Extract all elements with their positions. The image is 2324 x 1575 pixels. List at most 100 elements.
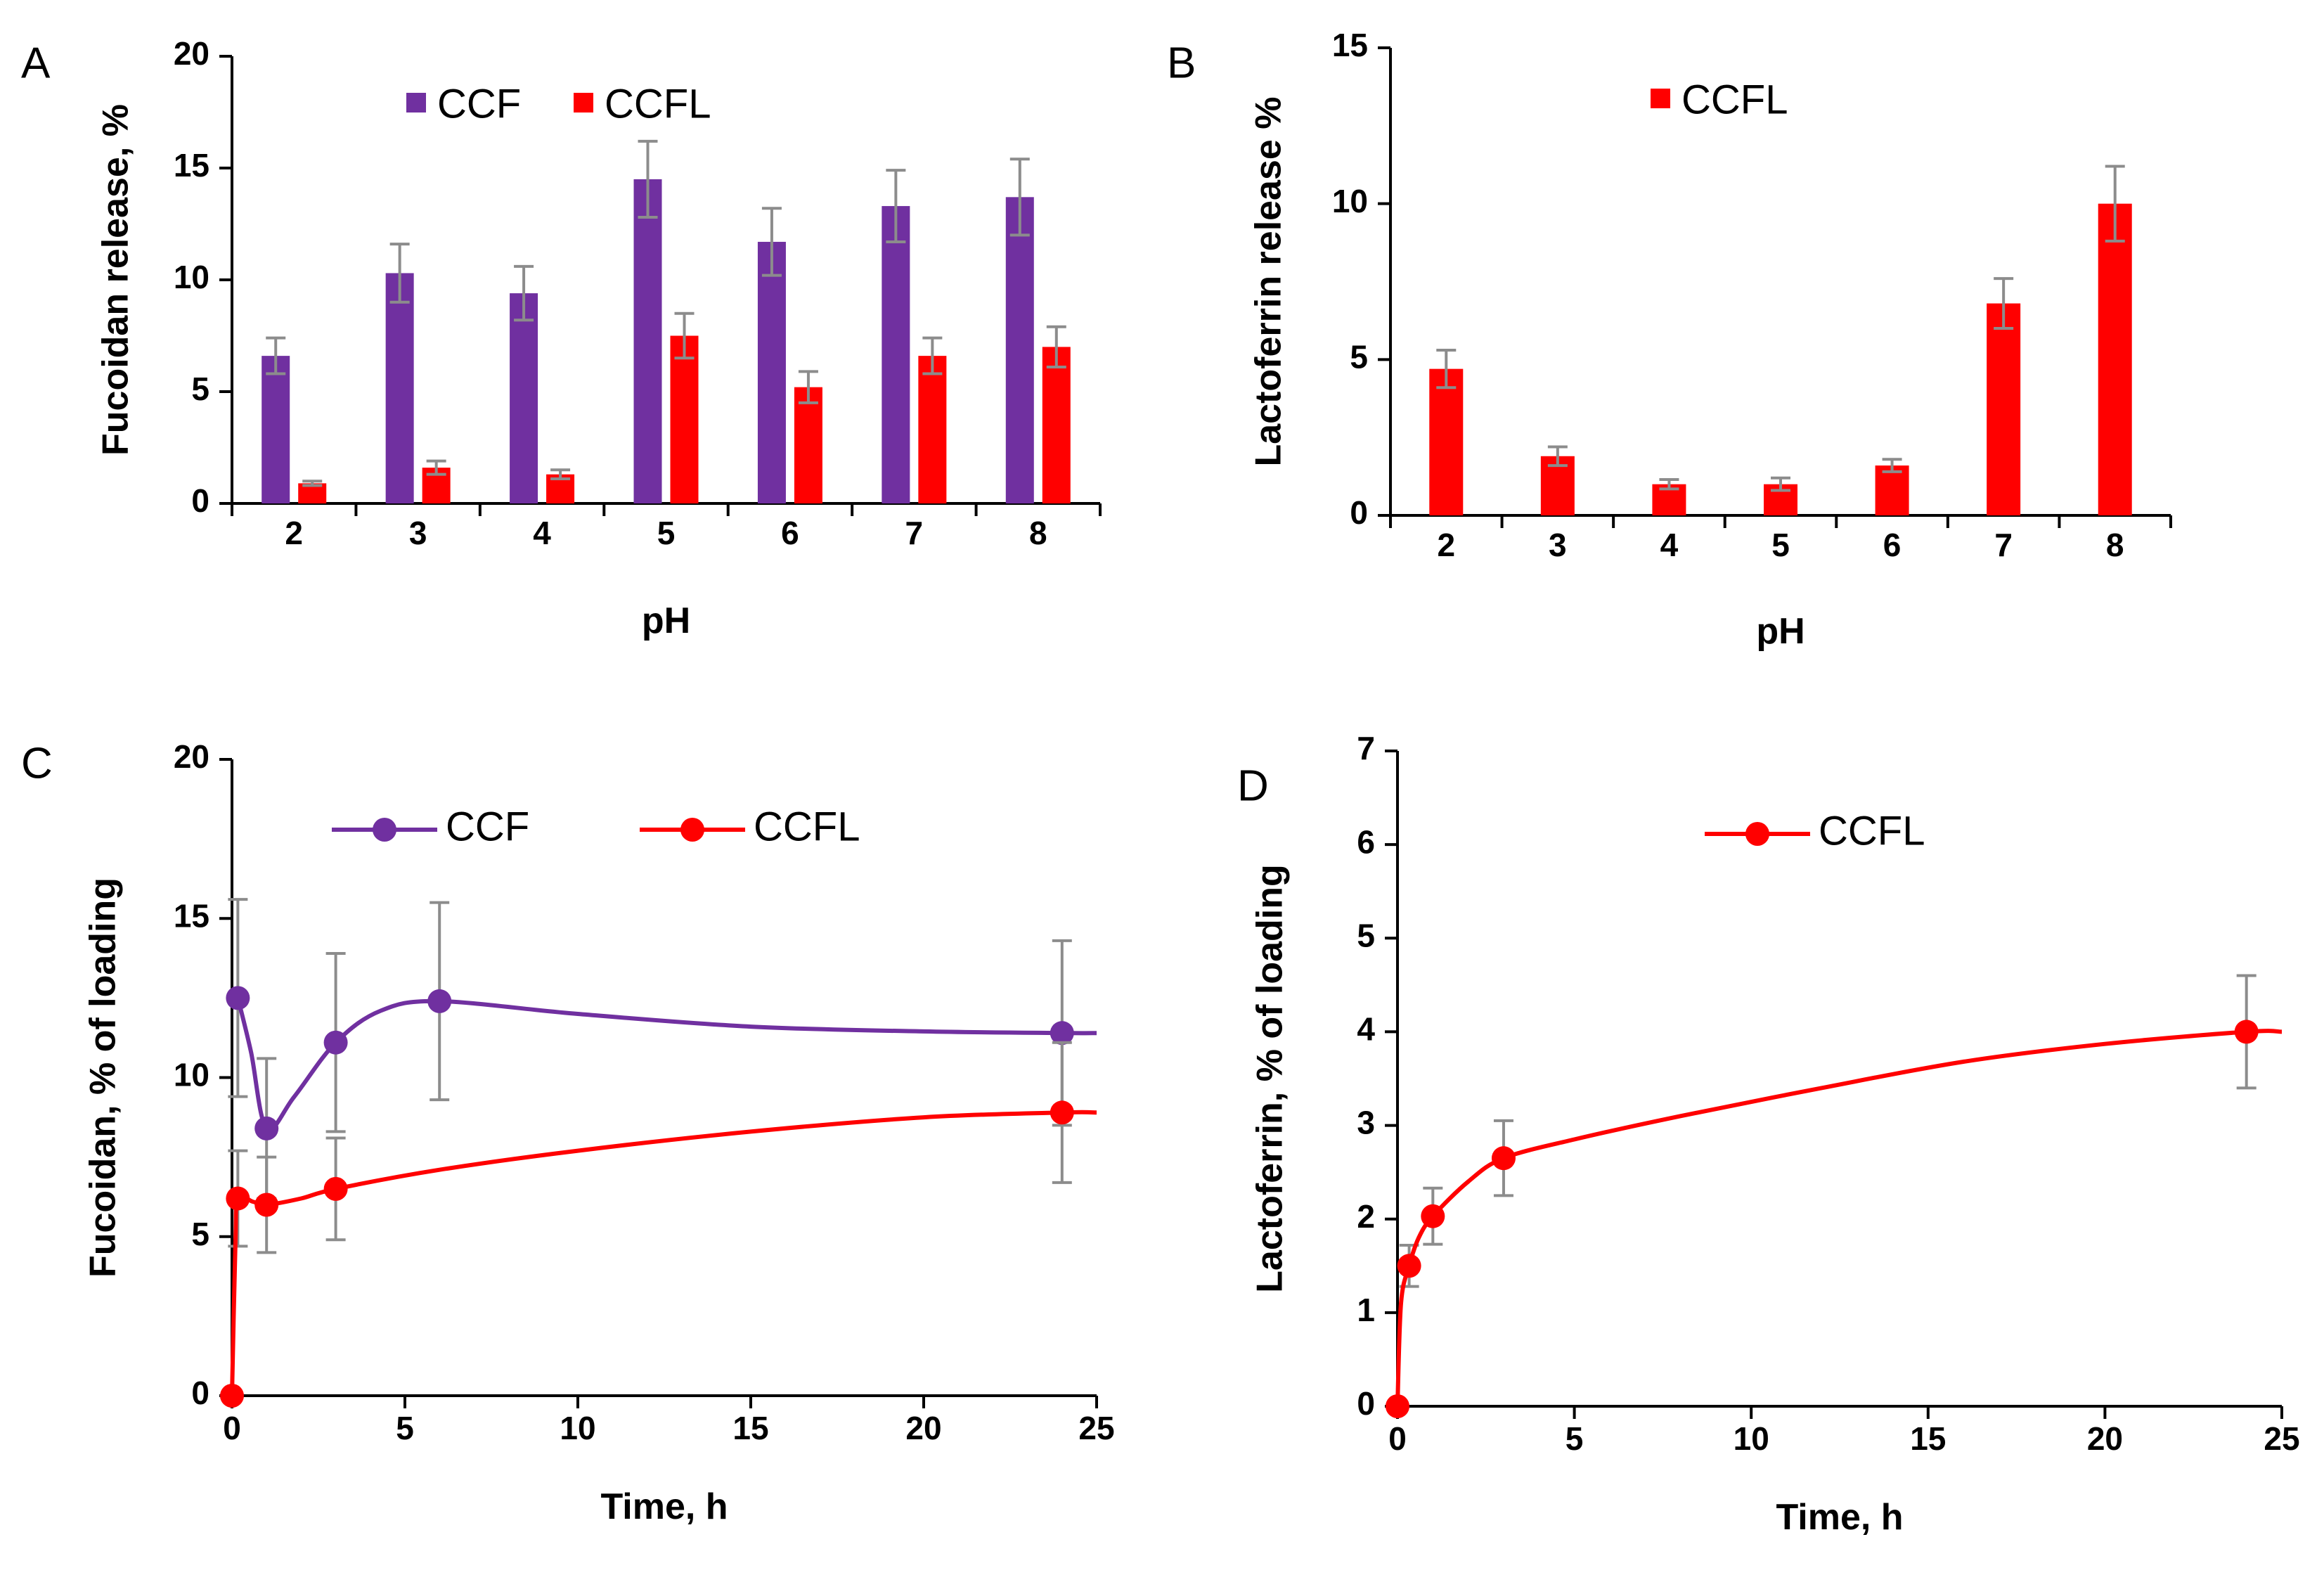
bar-a-ccf-ph5 [633,179,662,503]
y-tick-label-b: 0 [1350,494,1368,531]
panel-label-d: D [1237,761,1269,810]
error-bar-a-ccfl [674,311,695,360]
y-tick-label-b: 10 [1332,183,1368,219]
x-tick-label-b: 3 [1549,527,1567,563]
bar-b-ccfl-ph7 [1987,303,2021,515]
bar-a-ccf-ph7 [882,206,910,503]
data-point-d-ccfl [1386,1394,1409,1418]
bar-b-ccfl-ph6 [1875,465,1909,515]
x-tick-label-d: 5 [1566,1420,1584,1457]
y-axis-title-c: Fucoidan, % of loading [83,878,124,1278]
error-bar-a-ccfl [798,370,818,404]
legend-label-d-ccfl: CCFL [1819,808,1925,854]
bar-b-ccfl-ph2 [1429,368,1464,515]
y-tick-label-d: 7 [1357,730,1375,766]
x-tick-label-a: 3 [409,515,427,551]
panel-b: B 0 5 10 15 Lactoferrin release % pH 2 3 4 5 6 7 8 CCF… [1167,27,2172,652]
y-tick-label-c: 15 [174,897,209,934]
data-point-c-ccf [323,1030,348,1055]
x-tick-label-c: 10 [560,1410,595,1446]
panel-label-a: A [21,39,51,87]
bar-a-ccf-ph8 [1005,197,1034,503]
error-bar-a-ccfl [1046,325,1066,369]
x-axis-title-d: Time, h [1776,1497,1903,1538]
x-tick-label-b: 4 [1660,527,1679,563]
error-bar-a-ccf [761,207,782,277]
error-bar-a-ccfl [550,468,571,481]
data-point-c-ccfl [220,1384,244,1408]
data-point-c-ccf [226,986,250,1010]
data-point-d-ccfl [1491,1146,1516,1171]
legend-label-b-ccfl: CCFL [1681,77,1788,122]
panel-label-c: C [21,739,53,788]
x-axis-title-a: pH [642,600,690,641]
x-tick-label-d: 10 [1734,1420,1769,1457]
error-bar-a-ccf [638,139,658,219]
y-tick-label-c: 0 [191,1375,209,1411]
data-point-c-ccf [427,989,452,1013]
x-axis-title-c: Time, h [600,1486,728,1527]
data-point-d-ccfl [1421,1204,1445,1228]
error-bar-a-ccfl [302,480,323,487]
data-point-d-ccfl [2234,1020,2259,1044]
x-tick-label-a: 5 [657,515,676,551]
y-tick-label-d: 5 [1357,917,1375,953]
y-tick-label-d: 0 [1357,1385,1375,1422]
x-tick-label-c: 15 [732,1410,768,1446]
error-bar-b-ccfl [1994,277,2014,330]
error-bar-a-ccf [266,336,286,375]
legend-marker-a-ccf [406,93,426,112]
x-tick-label-a: 4 [533,515,551,551]
y-tick-label-b: 15 [1332,27,1368,63]
x-tick-label-b: 5 [1771,527,1790,563]
legend-marker-c-ccfl [680,818,704,842]
x-tick-label-c: 0 [223,1410,241,1446]
bar-a-ccfl-ph6 [794,387,822,503]
y-tick-label-c: 5 [191,1216,209,1252]
error-bar-b-ccfl [1882,458,1902,473]
error-bar-a-ccf [389,243,410,304]
legend-label-a-ccf: CCF [437,81,521,127]
bar-a-ccf-ph3 [385,273,414,503]
panel-c: C 0 5 10 15 20 Fucoidan, % of loading Time, h 0 5… [21,738,1115,1527]
x-tick-label-d: 20 [2087,1420,2123,1457]
x-tick-label-a: 2 [285,515,303,551]
y-tick-label-a: 5 [191,371,209,407]
y-tick-label-a: 0 [191,482,209,519]
bar-a-ccfl-ph8 [1042,347,1071,503]
data-point-c-ccf [1050,1021,1074,1046]
y-tick-label-c: 20 [174,738,209,775]
data-point-c-ccfl [323,1176,348,1201]
legend-marker-a-ccfl [574,93,593,112]
y-tick-label-d: 2 [1357,1198,1375,1235]
x-tick-label-d: 0 [1388,1420,1407,1457]
bar-a-ccf-ph6 [757,241,786,503]
x-tick-label-c: 25 [1078,1410,1114,1446]
x-tick-label-b: 6 [1883,527,1902,563]
error-bar-a-ccfl [426,459,446,476]
legend-marker-c-ccf [373,818,396,842]
data-point-d-ccfl [1397,1254,1421,1278]
data-point-c-ccfl [226,1186,250,1211]
y-tick-label-d: 1 [1357,1292,1375,1328]
y-axis-title-b: Lactoferrin release % [1248,96,1289,466]
bar-a-ccfl-ph5 [670,335,699,503]
error-bar-b-ccfl [1659,478,1679,491]
error-bar-a-ccf [514,264,534,322]
bar-a-ccf-ph4 [510,293,538,503]
y-axis-title-a: Fucoidan release, % [96,104,136,456]
bar-a-ccf-ph2 [262,356,290,503]
x-tick-label-d: 25 [2264,1420,2299,1457]
x-tick-label-b: 2 [1437,527,1455,563]
x-tick-label-a: 8 [1029,515,1047,551]
y-tick-label-a: 15 [174,147,209,184]
data-point-c-ccf [254,1116,279,1140]
series-line-c-ccf [235,997,1097,1132]
series-line-c-ccfl [230,1110,1097,1396]
y-tick-label-b: 5 [1350,338,1368,375]
legend-marker-d-ccfl [1745,822,1769,846]
x-tick-label-b: 8 [2106,527,2124,563]
x-axis-title-b: pH [1756,611,1805,652]
series-line-d-ccfl [1395,1029,2283,1407]
